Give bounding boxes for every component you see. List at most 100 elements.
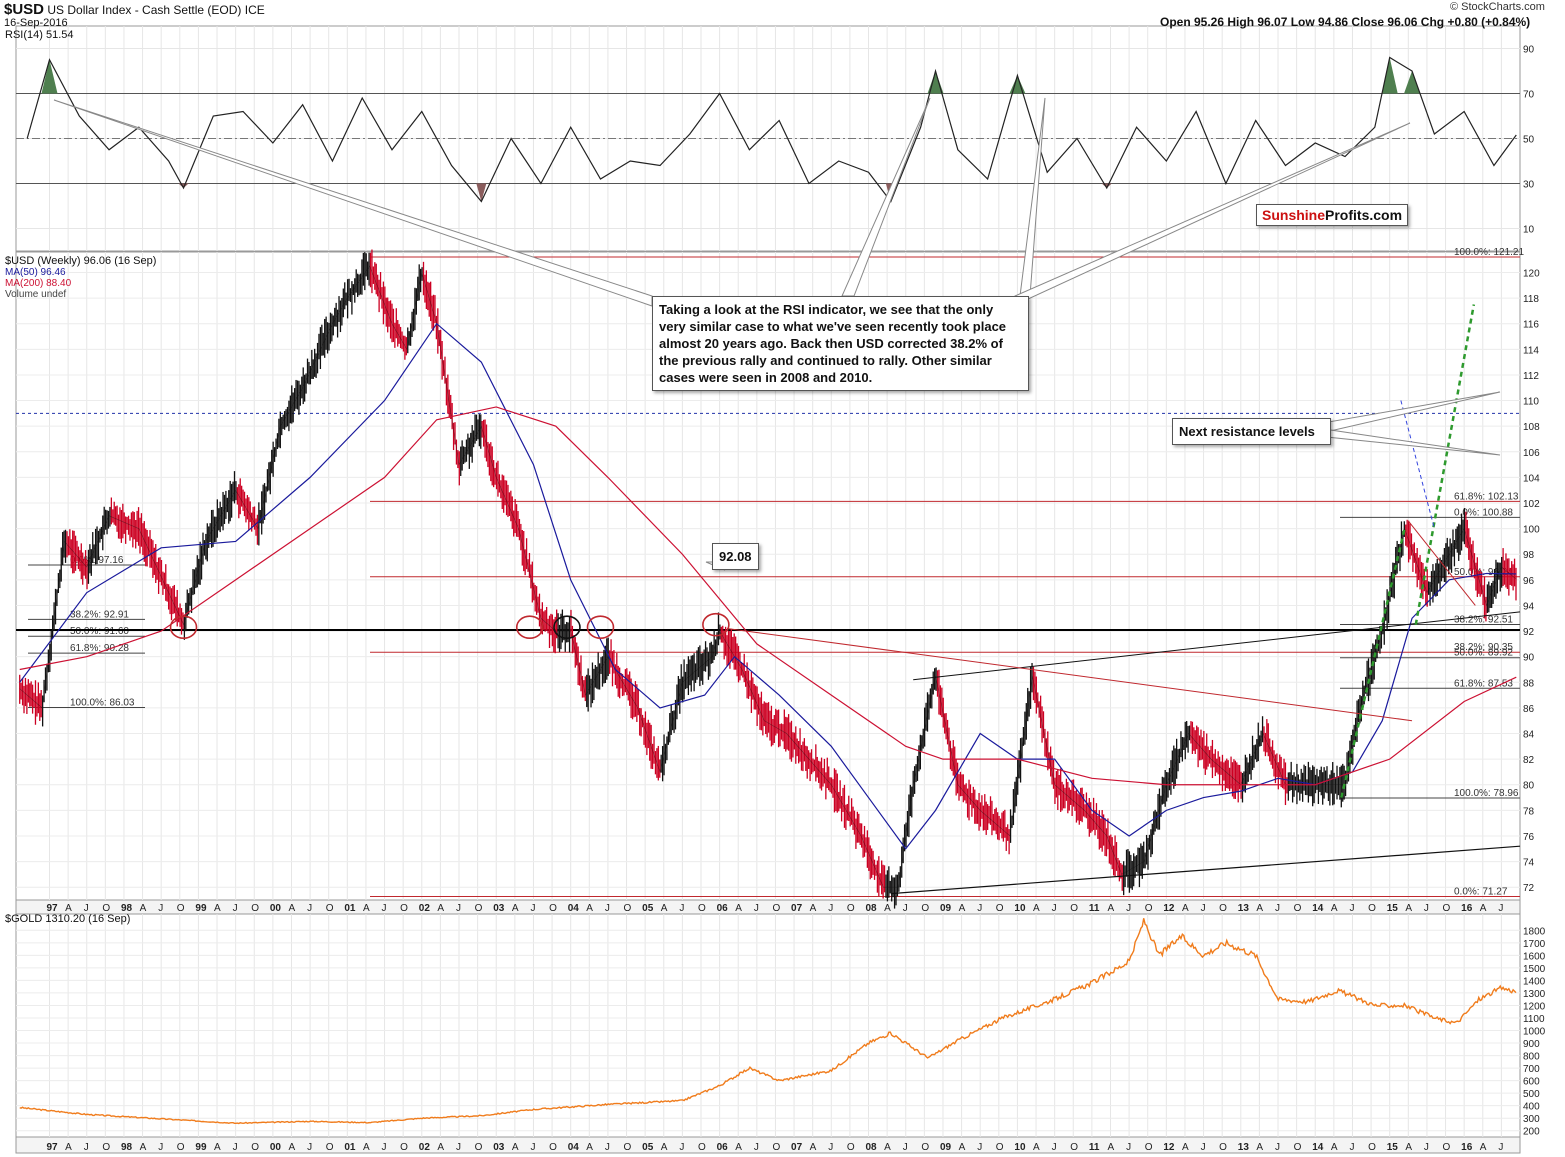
x-tick-label-bottom: A bbox=[288, 1142, 295, 1153]
x-tick-label-bottom: O bbox=[996, 1142, 1004, 1153]
x-tick-label-top: 01 bbox=[344, 903, 356, 914]
x-axis-band-top bbox=[15, 899, 1521, 915]
gold-y-tick: 1500 bbox=[1523, 964, 1546, 975]
x-tick-label-bottom: 11 bbox=[1089, 1142, 1100, 1153]
x-tick-label-bottom: J bbox=[828, 1142, 833, 1153]
x-tick-label-bottom: A bbox=[959, 1142, 966, 1153]
x-tick-label-top: J bbox=[84, 903, 89, 914]
x-tick-label-top: O bbox=[177, 903, 185, 914]
x-tick-label-bottom: A bbox=[810, 1142, 817, 1153]
sunshine-profits-logo: SunshineProfits.com bbox=[1256, 204, 1409, 226]
level-test-circle bbox=[586, 615, 615, 640]
x-tick-label-top: O bbox=[996, 903, 1004, 914]
gold-y-tick: 700 bbox=[1523, 1064, 1540, 1075]
rsi-overbought-fill bbox=[1009, 75, 1026, 94]
x-tick-label-top: A bbox=[884, 903, 891, 914]
usd-close-line bbox=[19, 265, 1517, 888]
gold-y-tick: 1300 bbox=[1523, 989, 1546, 1000]
x-tick-label-bottom: 13 bbox=[1238, 1142, 1250, 1153]
stockcharts-credit: © StockCharts.com bbox=[1450, 1, 1545, 13]
x-axis-band-bottom bbox=[15, 1136, 1521, 1154]
x-tick-label-bottom: O bbox=[847, 1142, 855, 1153]
x-tick-label-bottom: 99 bbox=[195, 1142, 207, 1153]
price-y-tick: 72 bbox=[1523, 883, 1535, 894]
fib-level-label: 50.0%: 89.92 bbox=[1454, 648, 1513, 659]
x-tick-label-bottom: O bbox=[772, 1142, 780, 1153]
fib-level-label: 0.0%: 100.88 bbox=[1454, 507, 1513, 518]
x-tick-label-bottom: A bbox=[363, 1142, 370, 1153]
x-tick-label-top: A bbox=[810, 903, 817, 914]
price-y-tick: 94 bbox=[1523, 601, 1535, 612]
rsi-line bbox=[26, 56, 1517, 203]
x-tick-label-bottom: A bbox=[735, 1142, 742, 1153]
x-tick-label-top: 16 bbox=[1461, 903, 1473, 914]
quote-line: Open 95.26 High 96.07 Low 94.86 Close 96… bbox=[1160, 15, 1531, 29]
x-tick-label-bottom: O bbox=[251, 1142, 259, 1153]
rsi-overbought-fill bbox=[1381, 57, 1398, 94]
x-tick-label-bottom: A bbox=[1480, 1142, 1487, 1153]
x-tick-label-bottom: A bbox=[214, 1142, 221, 1153]
x-tick-label-top: J bbox=[977, 903, 982, 914]
price-y-tick: 76 bbox=[1523, 832, 1535, 843]
x-tick-label-top: J bbox=[1201, 903, 1206, 914]
x-tick-label-top: J bbox=[1275, 903, 1280, 914]
x-tick-label-bottom: 05 bbox=[642, 1142, 654, 1153]
x-tick-label-top: 14 bbox=[1312, 903, 1324, 914]
x-tick-label-bottom: A bbox=[1182, 1142, 1189, 1153]
gold-y-tick: 500 bbox=[1523, 1089, 1540, 1100]
x-tick-label-top: 98 bbox=[121, 903, 133, 914]
x-tick-label-bottom: J bbox=[158, 1142, 163, 1153]
fib-level-label: 61.8%: 87.53 bbox=[1454, 678, 1513, 689]
price-y-tick: 90 bbox=[1523, 653, 1535, 664]
x-tick-label-top: A bbox=[65, 903, 72, 914]
price-y-tick: 106 bbox=[1523, 448, 1540, 459]
price-y-tick: 82 bbox=[1523, 755, 1535, 766]
x-tick-label-bottom: 14 bbox=[1312, 1142, 1324, 1153]
left-fib-label: 100.0%: 86.03 bbox=[70, 698, 135, 709]
x-tick-label-bottom: A bbox=[1256, 1142, 1263, 1153]
x-tick-label-top: 04 bbox=[568, 903, 580, 914]
price-y-tick: 118 bbox=[1523, 294, 1539, 305]
gold-panel-frame bbox=[15, 913, 1521, 1138]
x-tick-label-bottom: O bbox=[1219, 1142, 1227, 1153]
gold-y-tick: 1100 bbox=[1523, 1014, 1545, 1025]
price-y-tick: 120 bbox=[1523, 268, 1540, 279]
x-tick-label-bottom: A bbox=[1405, 1142, 1412, 1153]
x-tick-label-top: O bbox=[475, 903, 483, 914]
price-y-tick: 92 bbox=[1523, 627, 1535, 638]
x-tick-label-top: A bbox=[1107, 903, 1114, 914]
x-tick-label-bottom: 06 bbox=[717, 1142, 729, 1153]
x-tick-label-bottom: 03 bbox=[493, 1142, 505, 1153]
x-tick-label-bottom: J bbox=[382, 1142, 387, 1153]
gold-y-tick: 1600 bbox=[1523, 951, 1546, 962]
volume-legend: Volume undef bbox=[5, 289, 67, 300]
price-y-tick: 100 bbox=[1523, 525, 1540, 536]
x-tick-label-top: 12 bbox=[1163, 903, 1175, 914]
x-tick-label-bottom: 98 bbox=[121, 1142, 133, 1153]
rsi-y-tick: 70 bbox=[1523, 90, 1535, 101]
gold-y-tick: 1800 bbox=[1523, 926, 1546, 937]
x-tick-label-top: J bbox=[1126, 903, 1131, 914]
x-tick-label-bottom: 08 bbox=[866, 1142, 878, 1153]
x-tick-label-bottom: A bbox=[140, 1142, 147, 1153]
x-tick-label-top: O bbox=[1294, 903, 1302, 914]
x-tick-label-bottom: J bbox=[1052, 1142, 1057, 1153]
x-tick-label-bottom: 12 bbox=[1163, 1142, 1175, 1153]
x-tick-label-top: O bbox=[1443, 903, 1451, 914]
x-tick-label-top: J bbox=[1424, 903, 1429, 914]
x-tick-label-top: J bbox=[1498, 903, 1503, 914]
x-tick-label-top: O bbox=[921, 903, 929, 914]
x-tick-label-top: A bbox=[437, 903, 444, 914]
x-tick-label-bottom: J bbox=[456, 1142, 461, 1153]
price-y-tick: 74 bbox=[1523, 858, 1535, 869]
x-tick-label-bottom: O bbox=[921, 1142, 929, 1153]
gold-y-tick: 400 bbox=[1523, 1102, 1540, 1113]
x-tick-label-top: J bbox=[1052, 903, 1057, 914]
fib-level-label: 0.0%: 71.27 bbox=[1454, 887, 1508, 898]
price-y-tick: 88 bbox=[1523, 678, 1535, 689]
x-tick-label-bottom: O bbox=[1145, 1142, 1153, 1153]
price-y-tick: 98 bbox=[1523, 550, 1535, 561]
x-tick-label-bottom: O bbox=[1443, 1142, 1451, 1153]
left-fib-label: 50.0%: 91.60 bbox=[70, 626, 129, 637]
gold-y-tick: 900 bbox=[1523, 1039, 1540, 1050]
